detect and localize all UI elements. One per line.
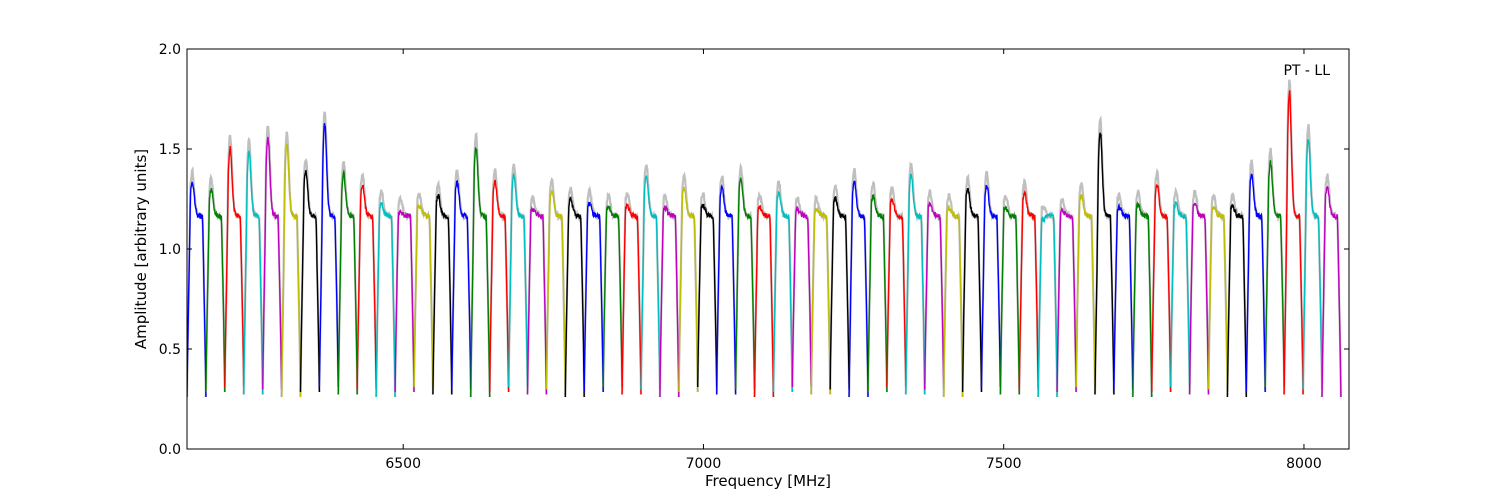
channel-trace (659, 204, 680, 398)
channel-trace (243, 150, 264, 395)
channel-trace (280, 144, 302, 398)
channel-trace (375, 202, 396, 398)
channel-trace (337, 169, 358, 395)
x-tick-label: 6500 (385, 456, 421, 472)
channel-trace (1207, 205, 1229, 390)
channel-trace (753, 204, 775, 398)
channel-trace (224, 146, 245, 388)
annotation-label: PT - LL (1283, 63, 1330, 79)
y-axis-title: Amplitude [arbitrary units] (132, 149, 150, 349)
channel-trace (1245, 173, 1266, 393)
channel-trace (867, 194, 888, 393)
channel-trace (848, 180, 869, 398)
channel-trace (356, 184, 377, 390)
channel-trace (451, 179, 472, 390)
x-tick-label: 7500 (986, 456, 1022, 472)
channel-trace (470, 146, 491, 398)
channel-trace (262, 136, 283, 390)
channel-trace (1056, 206, 1077, 393)
channel-trace (905, 173, 926, 395)
channel-trace (640, 174, 661, 390)
channel-trace (507, 172, 529, 388)
channel-trace (432, 193, 453, 395)
channel-trace (943, 205, 964, 398)
channel-trace (1075, 193, 1096, 388)
channel-trace (734, 177, 756, 390)
channel-trace (1188, 202, 1210, 395)
channel-trace (205, 187, 226, 393)
channel-trace (1113, 202, 1134, 390)
channel-trace (1132, 200, 1153, 398)
channel-trace (1018, 189, 1039, 390)
channel-trace (678, 187, 699, 393)
channel-trace (1151, 184, 1172, 393)
channel-trace (1302, 139, 1323, 390)
x-tick-label: 7000 (686, 456, 722, 472)
x-axis-title: Frequency [MHz] (705, 472, 831, 490)
channel-trace (1283, 90, 1304, 395)
channel-trace (924, 201, 945, 390)
channel-trace (545, 189, 566, 390)
channel-trace (602, 205, 623, 388)
channel-trace (621, 203, 642, 395)
channel-trace (413, 204, 434, 388)
plot-data (187, 79, 1342, 398)
channel-trace (829, 196, 850, 390)
channel-trace (299, 169, 321, 393)
channel-trace (489, 179, 510, 393)
channel-trace (772, 190, 793, 393)
channel-trace (810, 206, 831, 395)
channel-trace (1321, 185, 1342, 398)
plot-axes: 6500 7000 7500 8000 0.0 0.5 1.0 1.5 2.0 (159, 42, 1350, 472)
channel-trace (394, 208, 415, 393)
channel-trace (526, 205, 548, 395)
y-tick-label: 1.0 (159, 242, 181, 258)
y-tick-label: 0.5 (159, 342, 181, 358)
channel-trace (564, 195, 585, 398)
channel-trace (318, 123, 339, 388)
y-tick-label: 1.5 (159, 142, 181, 158)
channel-trace (999, 204, 1020, 395)
channel-trace (1264, 160, 1285, 388)
channel-trace (1094, 132, 1115, 395)
plot-frame (186, 48, 1350, 450)
y-tick-label: 0.0 (159, 442, 181, 458)
channel-trace (187, 181, 207, 398)
channel-trace (697, 203, 718, 388)
channel-trace (980, 184, 1002, 388)
channel-trace (886, 197, 907, 388)
channel-trace (961, 187, 983, 393)
channel-trace (583, 201, 604, 393)
channel-trace (1037, 211, 1058, 398)
channel-trace (791, 205, 812, 388)
channel-trace (1226, 203, 1247, 398)
channel-trace (716, 184, 737, 395)
y-tick-label: 2.0 (159, 42, 181, 58)
channel-trace (1169, 201, 1191, 388)
x-tick-label: 8000 (1286, 456, 1322, 472)
